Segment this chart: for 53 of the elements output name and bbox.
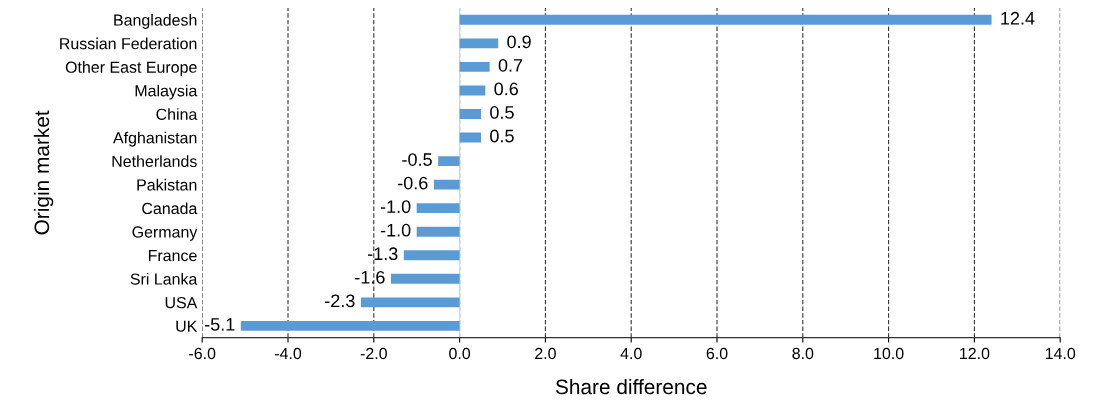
bar [459, 38, 499, 49]
data-label: 0.9 [507, 35, 531, 49]
data-label: 12.4 [1001, 11, 1035, 25]
data-label: -1.0 [380, 223, 411, 237]
x-tick-label: 4.0 [620, 347, 642, 360]
y-tick-label: Canada [142, 202, 198, 215]
data-label: -1.3 [367, 247, 398, 261]
bar [403, 250, 460, 261]
data-label: -1.6 [355, 270, 385, 284]
x-tick-label: 6.0 [706, 347, 728, 360]
x-tick-label: 0.0 [449, 347, 471, 360]
bar [360, 297, 460, 308]
bar [390, 273, 460, 284]
data-label: -1.0 [380, 200, 411, 214]
data-label: -2.3 [325, 294, 355, 308]
y-tick-label: Pakistan [137, 178, 197, 191]
x-tick-label: -2.0 [360, 347, 387, 360]
y-axis-title: Origin market [33, 110, 54, 235]
bar [433, 179, 460, 190]
x-tick-label: 10.0 [874, 347, 904, 360]
y-tick-label: Afghanistan [113, 131, 197, 147]
y-tick-label: Russian Federation [60, 37, 197, 50]
y-tick-label: Other East Europe [65, 61, 197, 77]
y-tick-label: UK [176, 320, 198, 332]
y-tick-label: Germany [132, 226, 198, 241]
bar [459, 109, 482, 119]
y-tick-label: France [148, 250, 197, 262]
bar [240, 320, 460, 331]
x-tick-label: 8.0 [792, 347, 814, 360]
y-tick-label: Sri Lanka [130, 273, 198, 285]
data-label: 0.6 [494, 82, 518, 96]
bar [459, 14, 992, 25]
y-tick-label: Bangladesh [114, 14, 197, 29]
data-label: -5.1 [204, 318, 235, 331]
y-tick-label: USA [165, 297, 198, 309]
x-tick-label: 14.0 [1045, 347, 1076, 360]
x-tick-label: 2.0 [535, 347, 556, 360]
bar [416, 203, 460, 214]
bar [438, 156, 460, 167]
x-tick-label: -6.0 [189, 347, 216, 360]
data-label: 0.5 [490, 129, 514, 143]
data-label: 0.7 [498, 58, 523, 72]
y-tick-label: Netherlands [112, 155, 197, 168]
data-label: -0.6 [398, 176, 428, 190]
bar [416, 226, 460, 237]
y-tick-label: Malaysia [135, 84, 198, 100]
x-axis-title: Share difference [555, 378, 707, 395]
bar [459, 61, 490, 72]
x-tick-label: -4.0 [274, 347, 302, 360]
data-label: -0.5 [402, 153, 432, 166]
y-tick-label: China [156, 108, 198, 120]
data-label: 0.5 [490, 106, 514, 119]
x-tick-label: 12.0 [960, 347, 990, 360]
